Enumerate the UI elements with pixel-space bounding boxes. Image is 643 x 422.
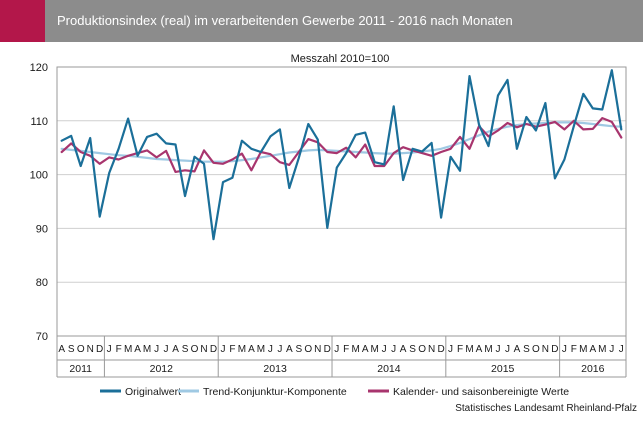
grid-lines bbox=[56, 66, 627, 337]
x-tick-label: M bbox=[238, 344, 246, 355]
x-tick-label: M bbox=[257, 344, 265, 355]
x-tick-label: D bbox=[551, 344, 558, 355]
x-tick-label: O bbox=[77, 344, 85, 355]
x-tick-label: D bbox=[324, 344, 331, 355]
y-tick-label: 100 bbox=[30, 170, 48, 182]
x-tick-label: J bbox=[495, 344, 500, 355]
plot-frame bbox=[56, 66, 627, 337]
x-tick-label: O bbox=[191, 344, 199, 355]
x-tick-label: A bbox=[248, 344, 255, 355]
x-tick-label: N bbox=[87, 344, 94, 355]
y-tick-label: 120 bbox=[30, 62, 48, 74]
x-tick-label: S bbox=[523, 344, 530, 355]
x-tick-label: J bbox=[448, 344, 453, 355]
x-tick-label: A bbox=[400, 344, 407, 355]
x-tick-label: N bbox=[314, 344, 321, 355]
x-tick-label: F bbox=[571, 344, 577, 355]
x-tick-label: O bbox=[418, 344, 426, 355]
x-tick-label: O bbox=[304, 344, 312, 355]
series-lines bbox=[60, 69, 623, 241]
y-tick-label: 70 bbox=[36, 331, 48, 343]
year-label: 2011 bbox=[69, 363, 92, 375]
x-tick-label: D bbox=[437, 344, 444, 355]
x-tick-label: M bbox=[579, 344, 587, 355]
x-tick-label: J bbox=[609, 344, 614, 355]
x-tick-label: J bbox=[619, 344, 624, 355]
x-tick-label: A bbox=[134, 344, 141, 355]
x-tick-label: D bbox=[96, 344, 103, 355]
x-tick-label: J bbox=[334, 344, 339, 355]
x-tick-label: J bbox=[391, 344, 396, 355]
x-tick-label: M bbox=[484, 344, 492, 355]
x-tick-label: N bbox=[542, 344, 549, 355]
year-label: 2012 bbox=[150, 363, 174, 375]
header-accent-block bbox=[0, 0, 45, 42]
x-tick-label: J bbox=[154, 344, 159, 355]
x-tick-label: F bbox=[229, 344, 235, 355]
x-tick-label: N bbox=[200, 344, 207, 355]
x-tick-label: J bbox=[220, 344, 225, 355]
x-tick-label: M bbox=[371, 344, 379, 355]
y-axis-ticks: 70 80 90 100 110 120 bbox=[30, 62, 48, 343]
legend-label: Trend-Konjunktur-Komponente bbox=[203, 386, 347, 398]
x-tick-label: S bbox=[182, 344, 189, 355]
x-tick-label: J bbox=[505, 344, 510, 355]
legend-label: Kalender- und saisonbereinigte Werte bbox=[393, 386, 569, 398]
x-tick-label: A bbox=[362, 344, 369, 355]
x-tick-label: M bbox=[465, 344, 473, 355]
year-label: 2015 bbox=[491, 363, 515, 375]
series-line-1 bbox=[60, 69, 623, 241]
x-tick-label: F bbox=[343, 344, 349, 355]
year-label: 2013 bbox=[263, 363, 287, 375]
x-tick-label: N bbox=[428, 344, 435, 355]
x-tick-label: D bbox=[210, 344, 217, 355]
chart-subtitle: Messzahl 2010=100 bbox=[291, 53, 390, 65]
x-tick-label: S bbox=[409, 344, 416, 355]
series-line-3 bbox=[60, 116, 623, 173]
y-tick-label: 110 bbox=[30, 116, 48, 128]
x-tick-label: J bbox=[164, 344, 169, 355]
x-tick-label: M bbox=[143, 344, 151, 355]
header-bar bbox=[0, 0, 643, 42]
x-tick-label: M bbox=[352, 344, 360, 355]
x-tick-label: S bbox=[295, 344, 302, 355]
x-tick-label: A bbox=[58, 344, 65, 355]
x-tick-label: F bbox=[457, 344, 463, 355]
x-tick-label: S bbox=[68, 344, 75, 355]
x-tick-label: A bbox=[172, 344, 179, 355]
year-label: 2016 bbox=[581, 363, 605, 375]
x-tick-label: J bbox=[382, 344, 387, 355]
legend-label: Originalwert bbox=[125, 386, 181, 398]
x-tick-label: M bbox=[124, 344, 132, 355]
y-tick-label: 80 bbox=[36, 277, 48, 289]
source-note: Statistisches Landesamt Rheinland-Pfalz bbox=[455, 403, 637, 414]
legend: Originalwert Trend-Konjunktur-Komponente K… bbox=[100, 386, 569, 398]
x-tick-label: F bbox=[116, 344, 122, 355]
x-tick-label: J bbox=[107, 344, 112, 355]
x-tick-label: J bbox=[562, 344, 567, 355]
page-title: Produktionsindex (real) im verarbeitende… bbox=[57, 13, 513, 28]
x-tick-label: J bbox=[268, 344, 273, 355]
x-tick-label: A bbox=[476, 344, 483, 355]
x-tick-label: A bbox=[286, 344, 293, 355]
year-label: 2014 bbox=[377, 363, 401, 375]
y-tick-label: 90 bbox=[36, 223, 48, 235]
x-tick-label: A bbox=[589, 344, 596, 355]
x-tick-label: O bbox=[532, 344, 540, 355]
x-tick-label: J bbox=[277, 344, 282, 355]
x-tick-label: A bbox=[514, 344, 521, 355]
x-tick-label: M bbox=[598, 344, 606, 355]
